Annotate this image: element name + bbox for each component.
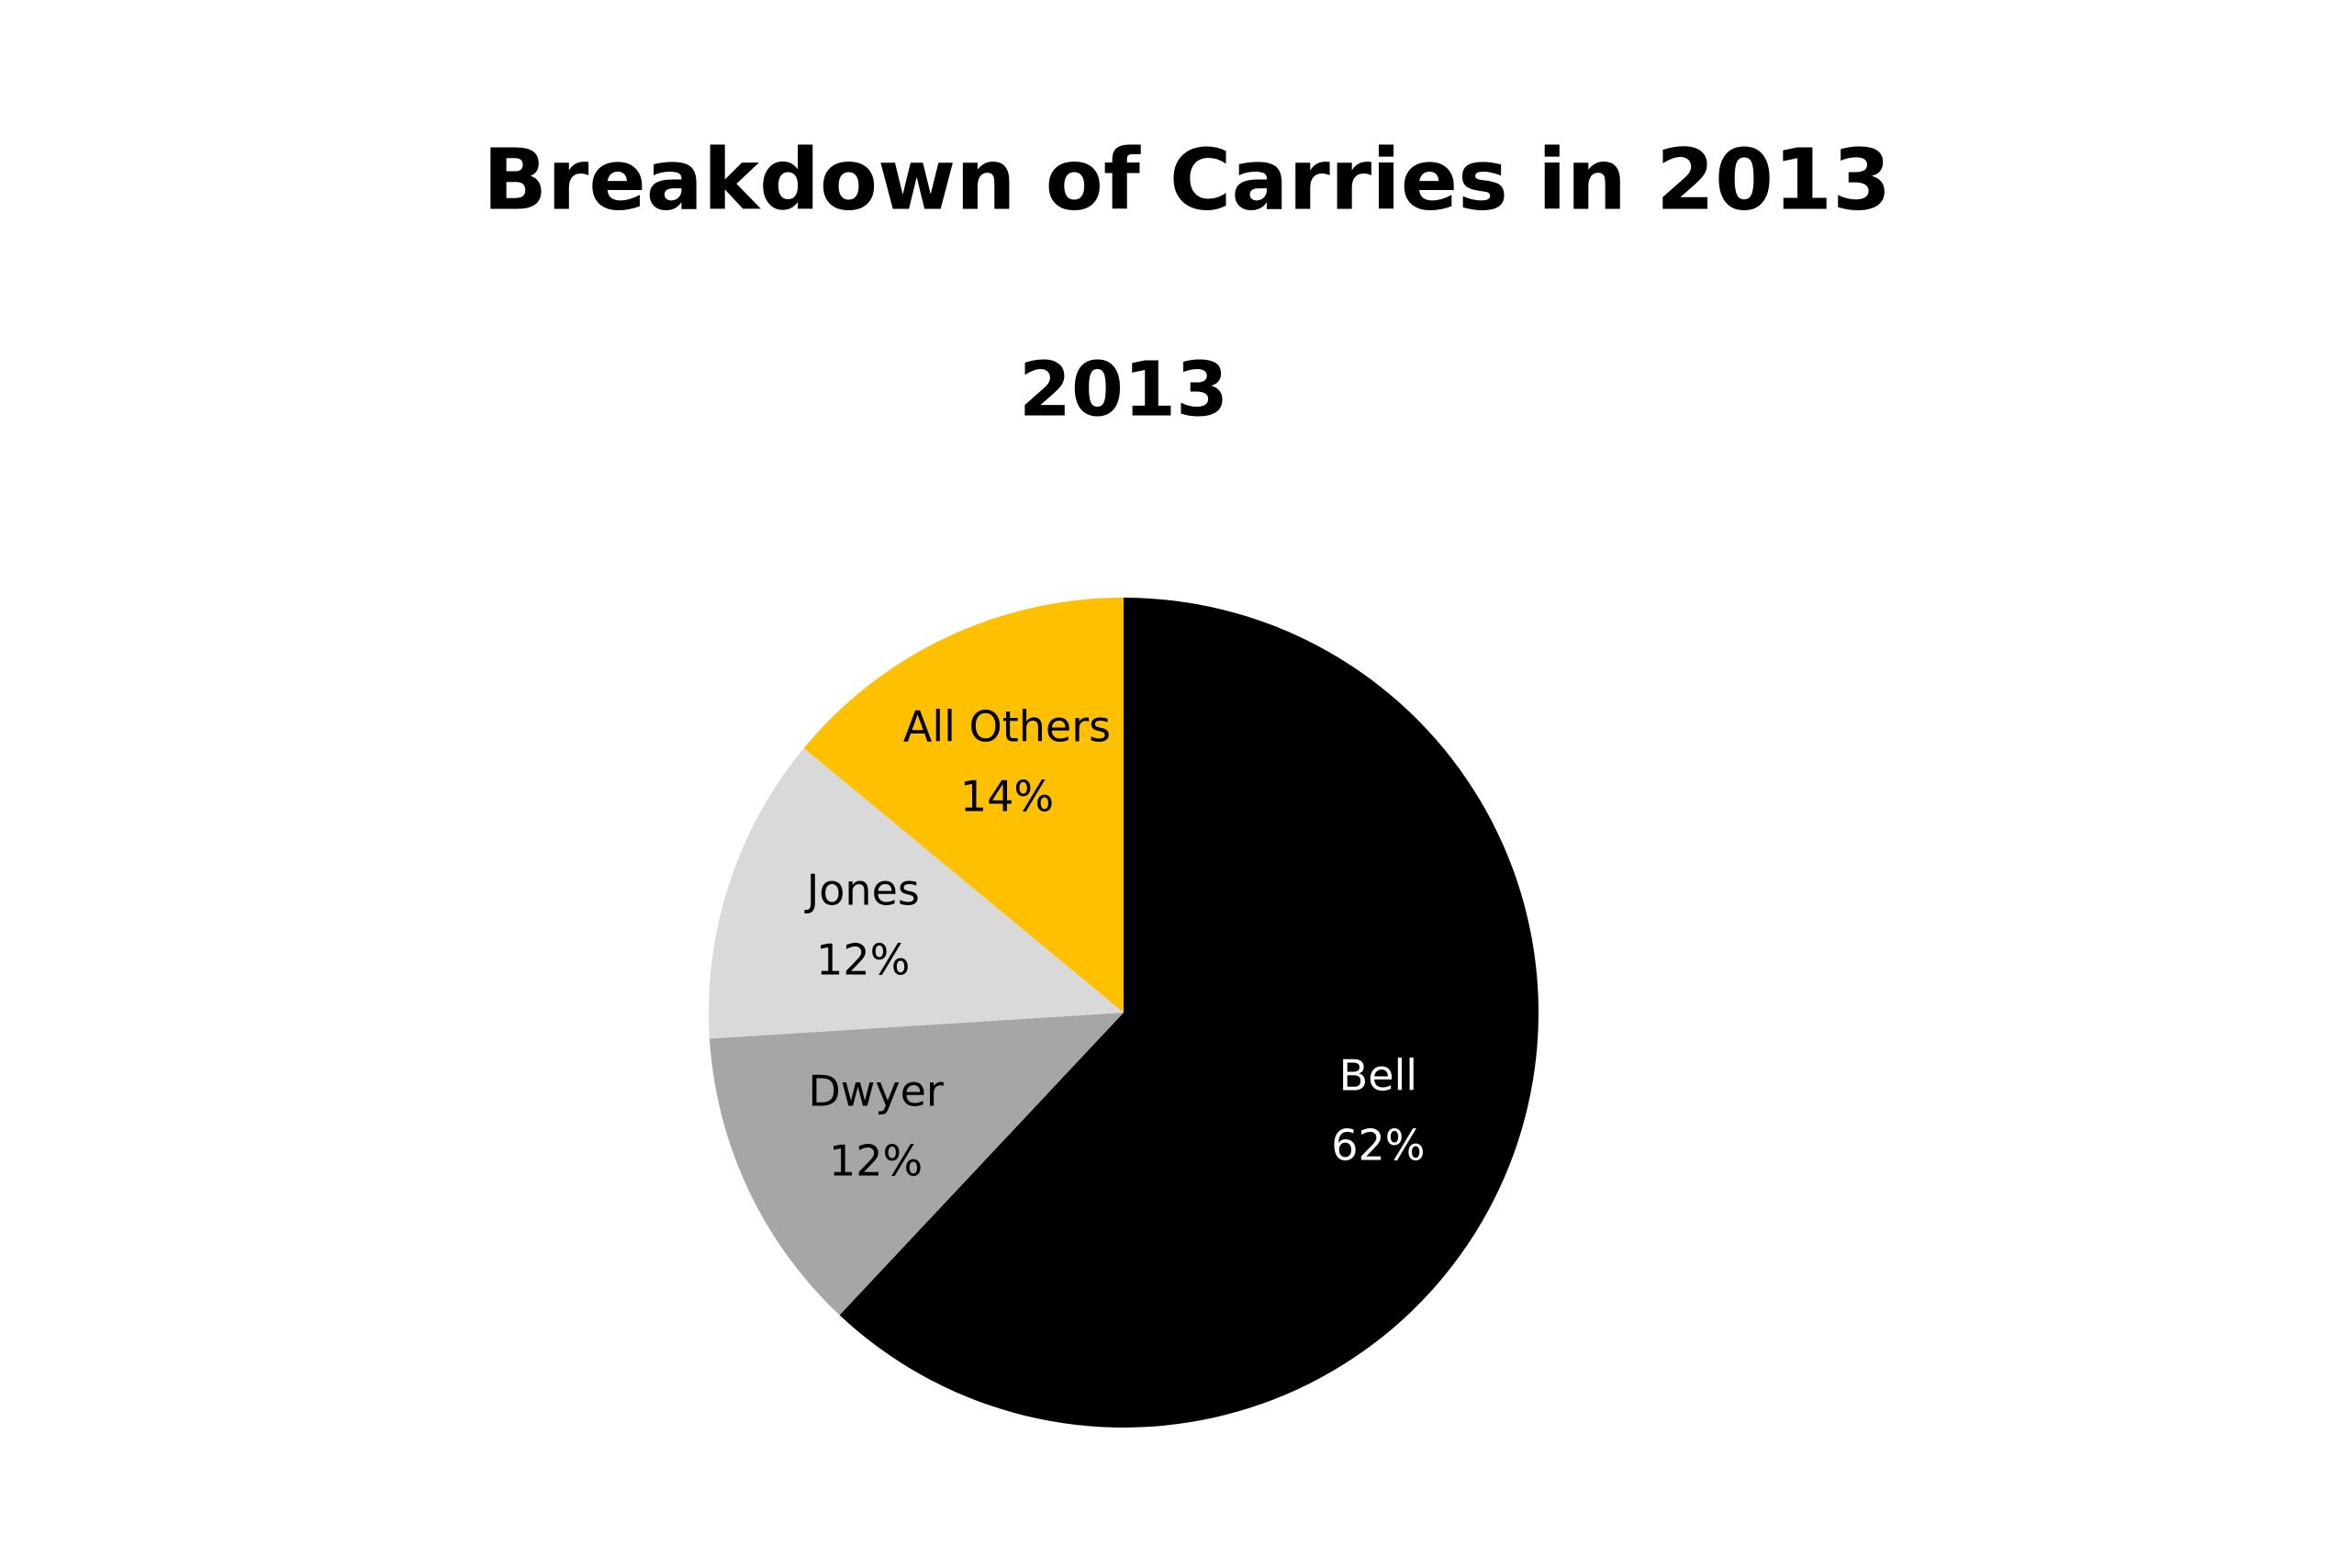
- slice-value-label: 12%: [816, 935, 910, 984]
- pie-slice: [839, 598, 1539, 1428]
- slice-label: Bell: [1339, 1050, 1417, 1100]
- slice-label: Dwyer: [808, 1067, 944, 1116]
- slice-value-label: 14%: [960, 772, 1054, 822]
- pie-slice: [709, 1013, 1124, 1316]
- slice-label: Jones: [804, 865, 920, 914]
- chart-title: Breakdown of Carries in 2013: [483, 130, 1891, 229]
- pie-slice: [709, 747, 1124, 1039]
- slice-value-label: 12%: [829, 1137, 923, 1186]
- slice-label: All Others: [903, 702, 1111, 752]
- chart-subtitle: 2013: [1019, 346, 1228, 433]
- slice-value-label: 62%: [1331, 1120, 1425, 1170]
- pie-slice: [803, 598, 1124, 1013]
